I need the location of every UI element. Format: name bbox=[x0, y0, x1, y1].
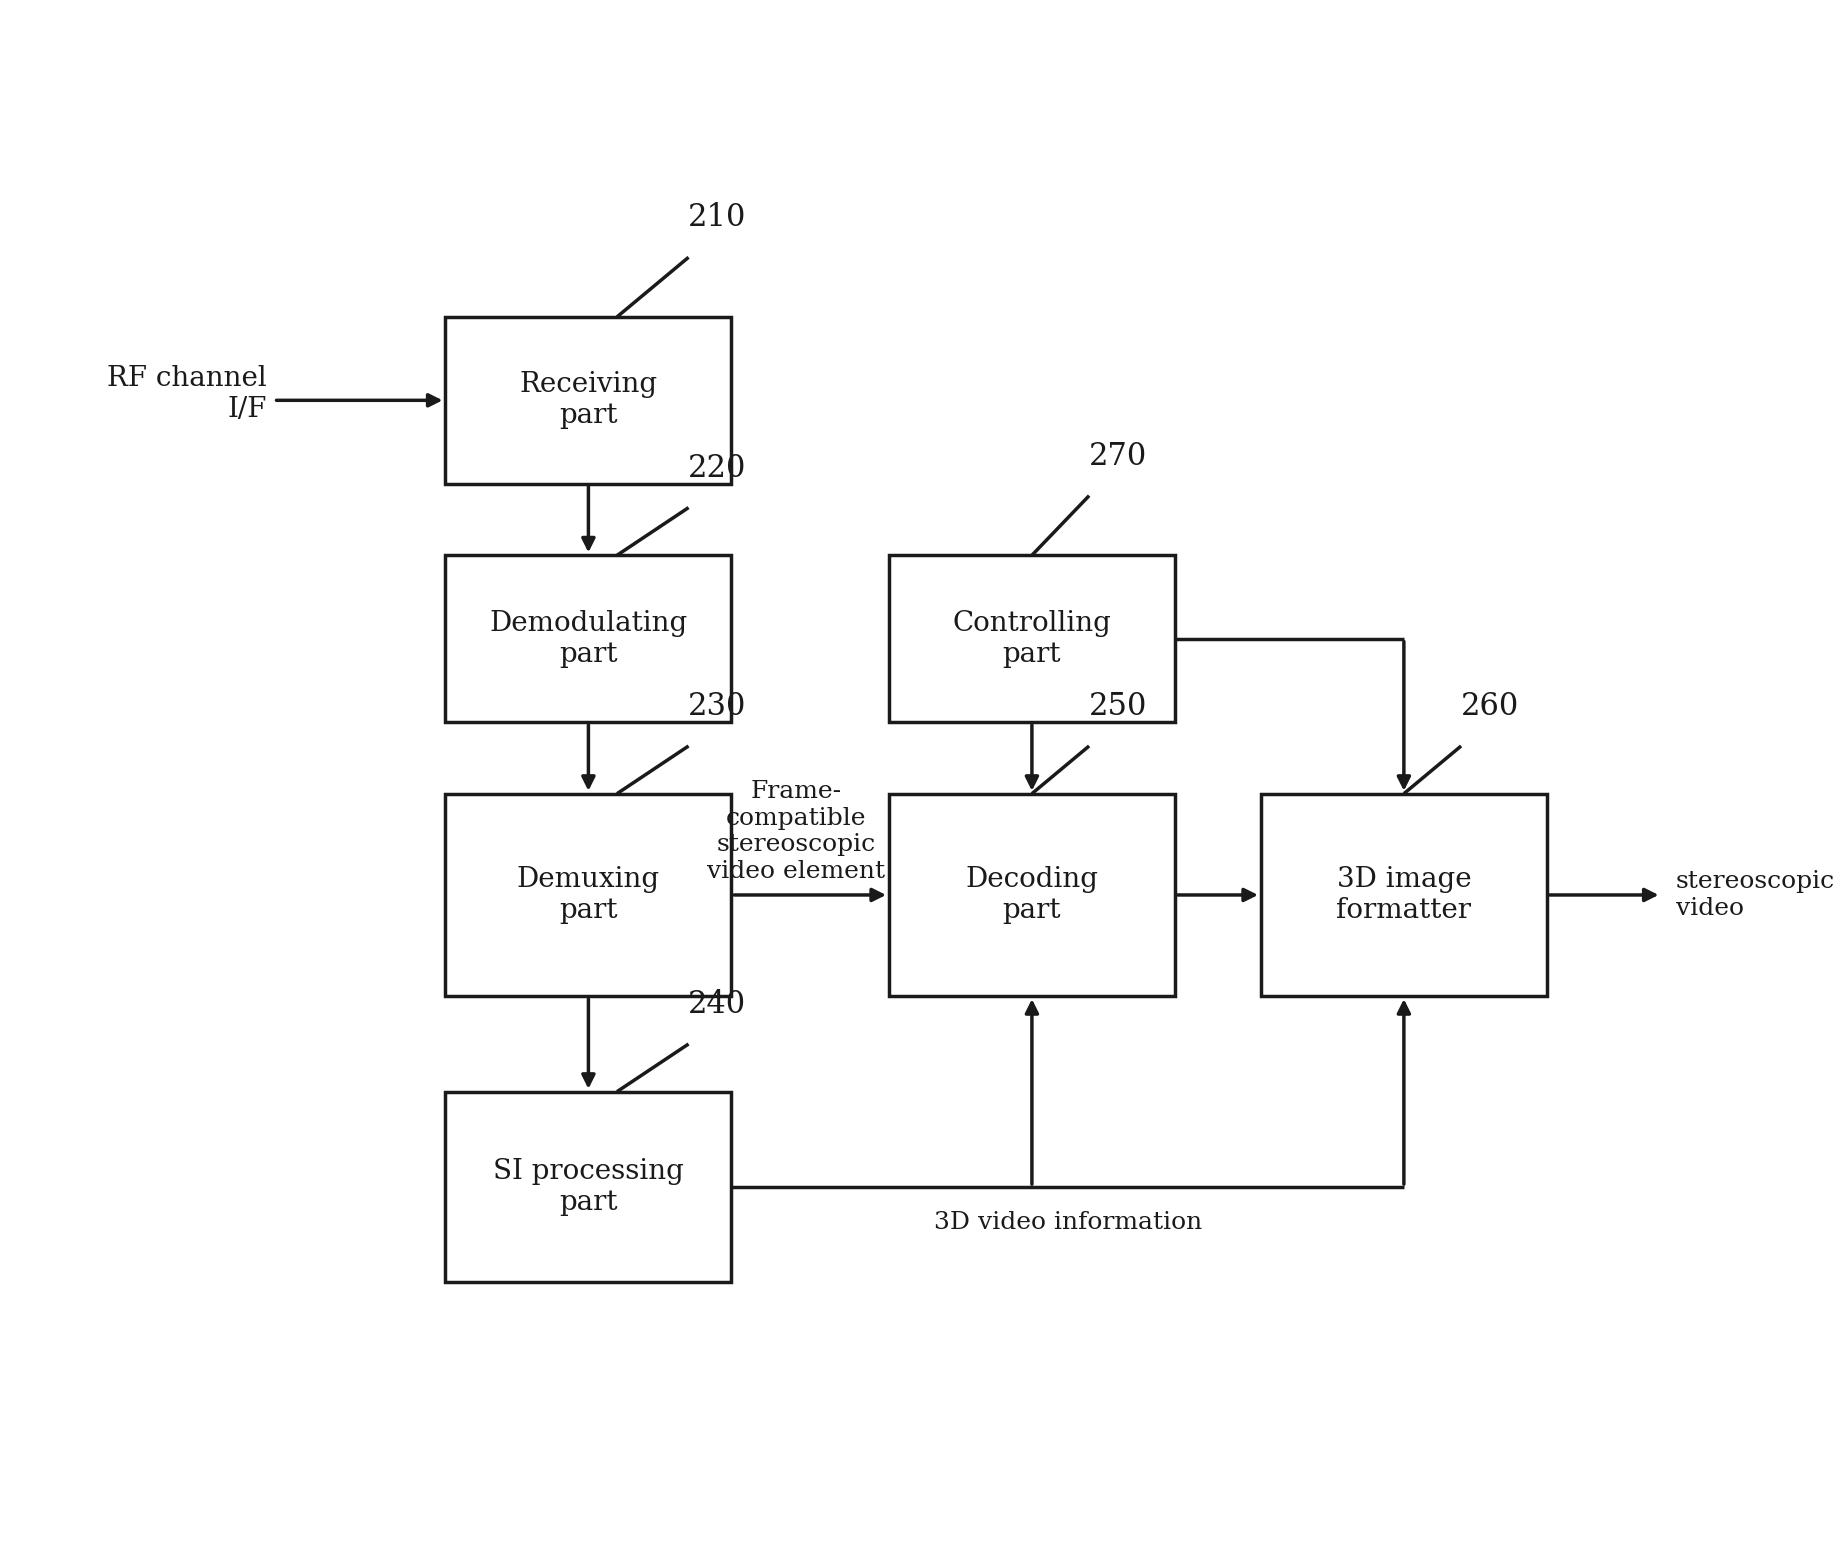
Text: 250: 250 bbox=[1089, 690, 1146, 721]
Text: 230: 230 bbox=[689, 690, 746, 721]
Bar bbox=[445, 794, 731, 997]
Bar bbox=[445, 556, 731, 721]
Bar bbox=[890, 556, 1174, 721]
Text: Demodulating
part: Demodulating part bbox=[489, 610, 687, 667]
Text: SI processing
part: SI processing part bbox=[493, 1158, 683, 1217]
Text: 270: 270 bbox=[1089, 441, 1146, 472]
Bar bbox=[445, 317, 731, 483]
Text: 210: 210 bbox=[689, 203, 746, 234]
Text: Demuxing
part: Demuxing part bbox=[517, 865, 661, 924]
Bar bbox=[1261, 794, 1547, 997]
Text: 3D video information: 3D video information bbox=[934, 1211, 1202, 1234]
Bar bbox=[445, 1091, 731, 1282]
Text: Decoding
part: Decoding part bbox=[965, 865, 1098, 924]
Text: 3D image
formatter: 3D image formatter bbox=[1337, 865, 1471, 924]
Text: 220: 220 bbox=[689, 452, 746, 483]
Text: Receiving
part: Receiving part bbox=[519, 372, 657, 429]
Text: Controlling
part: Controlling part bbox=[953, 610, 1111, 667]
Text: RF channel
I/F: RF channel I/F bbox=[107, 365, 266, 424]
Bar bbox=[890, 794, 1174, 997]
Text: 240: 240 bbox=[689, 989, 746, 1020]
Text: 260: 260 bbox=[1460, 690, 1519, 721]
Text: Frame-
compatible
stereoscopic
video element: Frame- compatible stereoscopic video ele… bbox=[707, 780, 884, 882]
Text: stereoscopic
video: stereoscopic video bbox=[1676, 870, 1835, 920]
